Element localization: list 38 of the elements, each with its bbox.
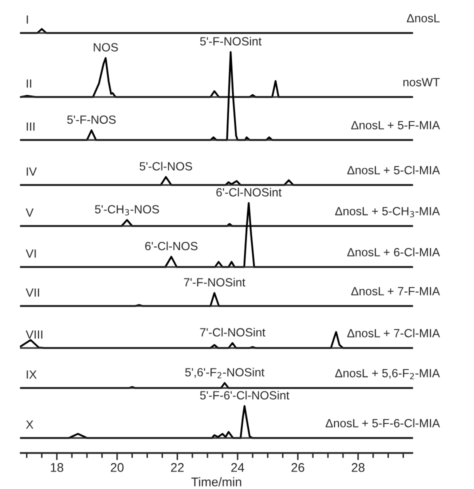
annotation: VII	[26, 288, 40, 297]
series-label: ΔnosL + 5-F-MIA	[351, 121, 440, 130]
x-tick-label: 28	[352, 463, 364, 472]
annotation: X	[26, 420, 34, 429]
series-label: ΔnosL + 6-Cl-MIA	[347, 248, 440, 256]
series-label: ΔnosL	[406, 14, 440, 22]
annotation: VI	[26, 249, 36, 258]
x-tick-label: 18	[50, 463, 64, 472]
series-label: ΔnosL + 7-Cl-MIA	[347, 328, 440, 338]
annotation: NOS	[94, 43, 118, 52]
annotation: 5'-F-NOS	[67, 115, 116, 124]
x-tick-label: 22	[171, 463, 184, 472]
series-label: ΔnosL + 5-Cl-MIA	[347, 166, 440, 174]
annotation: 6'-Cl-NOSint	[216, 188, 282, 196]
annotation: VIII	[26, 330, 42, 339]
series-label: ΔnosL + 7-F-MIA	[351, 287, 440, 296]
annotation: 7'-Cl-NOSint	[200, 328, 266, 337]
annotation: II	[26, 79, 32, 88]
annotation: 5'-CH$_{3}$-NOS	[94, 205, 159, 216]
series-label: ΔnosL + 5-F-6-Cl-MIA	[326, 418, 440, 428]
text: I	[26, 15, 28, 24]
x-tick-label: 26	[292, 463, 304, 472]
series-label: ΔnosL + 5,6-F$_{2}$-MIA	[335, 368, 440, 380]
series-label: nosWT	[403, 78, 440, 86]
annotation: III	[26, 122, 34, 131]
text: IX	[26, 370, 37, 379]
x-axis-title: Time/min	[191, 477, 242, 486]
annotation: V	[26, 208, 34, 217]
x-tick-label: 20	[110, 463, 124, 472]
annotation: 5'-Cl-NOS	[140, 162, 192, 170]
annotation: 7'-F-NOSint	[184, 278, 246, 286]
annotation: 5',6'-F$_{2}$-NOSint	[185, 368, 264, 378]
annotation: 5'-F-6'-Cl-NOSint	[200, 390, 290, 400]
annotation: 5'-F-NOSint	[200, 36, 262, 46]
x-tick-label: 24	[231, 463, 244, 472]
annotation: 6'-Cl-NOS	[145, 242, 198, 250]
series-label: ΔnosL + 5-CH$_{3}$-MIA	[335, 206, 440, 218]
text: IV	[26, 167, 37, 176]
